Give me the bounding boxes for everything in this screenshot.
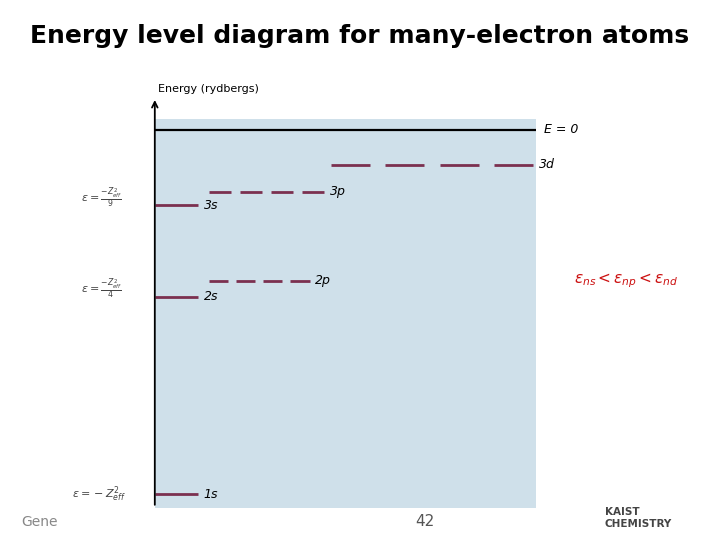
Text: KAIST
CHEMISTRY: KAIST CHEMISTRY [605,507,672,529]
Bar [155,119,536,508]
Text: 3d: 3d [539,158,554,171]
Text: $\varepsilon = \frac{-Z_{eff}^2}{9}$: $\varepsilon = \frac{-Z_{eff}^2}{9}$ [81,187,122,210]
Text: 3s: 3s [204,199,218,212]
Text: 42: 42 [415,514,434,529]
Text: 2p: 2p [315,274,331,287]
Text: Gene: Gene [22,515,58,529]
Text: $\mathit{\epsilon}_{ns} < \mathit{\epsilon}_{np} < \mathit{\epsilon}_{nd}$: $\mathit{\epsilon}_{ns} < \mathit{\epsil… [574,272,679,290]
Text: Energy (rydbergs): Energy (rydbergs) [158,84,259,94]
Text: 3p: 3p [330,185,346,198]
Text: $\varepsilon = \frac{-Z_{eff}^2}{4}$: $\varepsilon = \frac{-Z_{eff}^2}{4}$ [81,278,122,300]
Text: 2s: 2s [204,291,218,303]
Text: E = 0: E = 0 [544,123,578,136]
Text: 1s: 1s [204,488,218,501]
Text: $\varepsilon = -Z_{eff}^2$: $\varepsilon = -Z_{eff}^2$ [72,484,126,504]
Text: Energy level diagram for many-electron atoms: Energy level diagram for many-electron a… [30,24,690,48]
